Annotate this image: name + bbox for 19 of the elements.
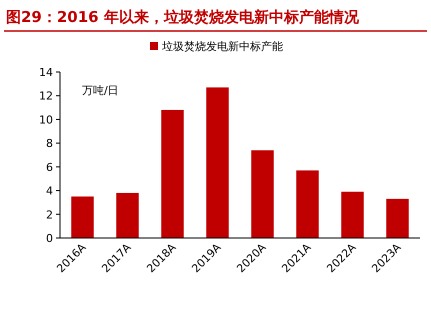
y-tick-label: 10 [39,113,53,126]
y-tick-label: 4 [46,184,53,198]
y-tick-label: 6 [46,160,53,174]
chart-title: 图29：2016 年以来，垃圾焚烧发电新中标产能情况 [6,8,360,26]
y-tick-label: 0 [46,232,53,245]
y-tick-label: 12 [39,90,53,103]
y-tick-label: 8 [46,137,53,150]
y-tick-label: 2 [46,208,53,222]
bar [386,198,409,238]
bar [251,150,274,238]
y-tick-label: 14 [39,66,53,79]
legend: 垃圾焚烧发电新中标产能 [150,40,283,53]
bar [116,192,139,238]
bar [296,170,319,238]
bar [341,192,364,238]
bar [161,110,184,238]
bar [206,87,229,238]
bar [71,196,94,238]
y-axis-title: 万吨/日 [82,84,119,97]
